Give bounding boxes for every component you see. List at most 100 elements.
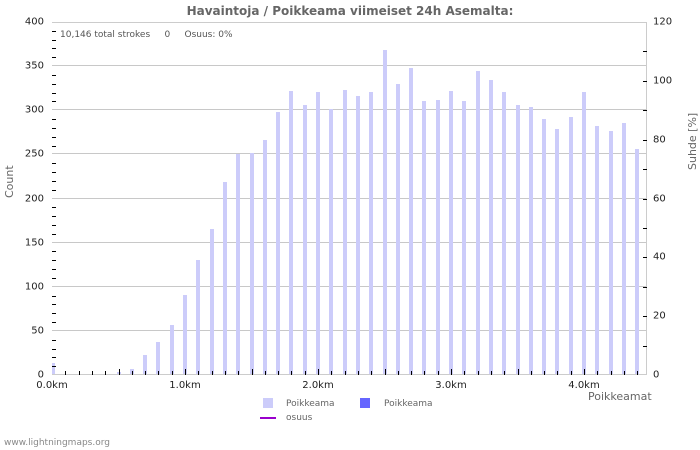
x-tick-mark: [118, 369, 120, 375]
y-minor-tick: [52, 304, 56, 306]
x-tick-mark: [544, 371, 546, 375]
bar: [395, 83, 400, 374]
x-tick-mark: [557, 371, 559, 375]
y-axis-right-label: Suhde [%]: [686, 112, 699, 170]
x-tick-mark: [490, 371, 492, 375]
x-tick-mark: [637, 371, 639, 375]
legend-line-icon: [260, 417, 276, 419]
y-tick-right: 100: [653, 75, 673, 87]
y-right-tick-mark: [643, 80, 647, 82]
y-minor-tick: [52, 39, 56, 41]
x-tick-mark: [65, 371, 67, 375]
y-minor-tick: [52, 269, 56, 271]
y-right-tick-mark: [643, 169, 647, 171]
y-minor-tick: [52, 172, 56, 174]
gridline: [52, 285, 646, 287]
y-minor-tick: [52, 48, 56, 50]
bar: [143, 355, 148, 374]
x-axis-label: Poikkeamat: [588, 390, 652, 403]
bar: [422, 101, 427, 374]
x-tick-mark: [357, 371, 359, 375]
chart-title: Havaintoja / Poikkeama viimeiset 24h Ase…: [186, 4, 514, 18]
x-tick-mark: [437, 371, 439, 375]
legend-label-1: Poikkeama: [286, 399, 335, 409]
y-minor-tick: [52, 313, 56, 315]
y-tick-left: 100: [24, 281, 44, 293]
y-minor-tick: [52, 57, 56, 59]
plot-area: [52, 22, 647, 375]
x-tick-mark: [211, 371, 213, 375]
bar: [409, 67, 414, 374]
y-right-tick-mark: [643, 139, 647, 141]
x-tick-mark: [185, 369, 186, 375]
y-tick-left: 250: [24, 148, 44, 160]
x-tick-mark: [278, 371, 280, 375]
bar: [169, 324, 174, 374]
x-tick: 2.0km: [302, 380, 334, 391]
gridline: [52, 241, 646, 243]
y-tick-right: 120: [653, 16, 673, 28]
bar: [249, 153, 254, 374]
x-tick-mark: [291, 371, 293, 375]
x-tick-mark: [530, 371, 532, 375]
station-count: 0: [164, 30, 171, 40]
y-minor-tick: [52, 224, 56, 226]
bar: [382, 50, 387, 374]
x-tick: 1.0km: [169, 380, 201, 391]
y-minor-tick: [52, 207, 56, 209]
bar: [621, 122, 626, 374]
y-right-tick-mark: [643, 227, 647, 229]
gridline: [52, 109, 646, 111]
x-tick-mark: [198, 371, 200, 375]
x-tick-mark: [145, 371, 147, 375]
gridline: [52, 153, 646, 155]
y-minor-tick: [52, 92, 56, 94]
bar: [329, 109, 334, 374]
y-tick-right: 60: [653, 193, 666, 204]
bar: [555, 128, 560, 374]
bar: [302, 104, 307, 374]
y-minor-tick: [52, 322, 56, 324]
bar: [542, 118, 547, 374]
y-minor-tick: [52, 119, 56, 121]
bar: [462, 101, 467, 374]
bar: [369, 92, 374, 374]
y-minor-tick: [52, 260, 56, 262]
x-tick-mark: [251, 369, 253, 375]
x-tick-mark: [158, 371, 160, 375]
footer-link[interactable]: www.lightningmaps.org: [4, 438, 110, 448]
x-tick-mark: [623, 371, 625, 375]
y-minor-tick: [52, 277, 56, 279]
bar: [515, 104, 520, 374]
y-tick-left: 150: [24, 237, 44, 249]
x-tick-mark: [344, 371, 346, 375]
y-right-tick-mark: [643, 257, 647, 259]
x-tick-mark: [584, 369, 585, 375]
x-tick-mark: [477, 371, 479, 375]
y-minor-tick: [52, 136, 56, 138]
y-minor-tick: [52, 366, 56, 368]
total-strokes: 10,146 total strokes: [60, 30, 151, 40]
y-right-tick-mark: [643, 51, 647, 53]
bar: [582, 92, 586, 374]
y-tick-left: 300: [24, 104, 44, 116]
x-tick-mark: [504, 371, 506, 375]
bar: [156, 342, 161, 374]
y-right-tick-mark: [643, 345, 647, 347]
bar: [222, 181, 227, 374]
x-tick-mark: [318, 369, 319, 375]
bar: [635, 148, 640, 374]
y-minor-tick: [52, 163, 56, 165]
bar: [568, 117, 573, 374]
x-tick-mark: [91, 371, 93, 375]
bar: [262, 140, 267, 374]
y-minor-tick: [52, 339, 56, 341]
bar: [595, 126, 600, 374]
y-minor-tick: [52, 295, 56, 297]
y-minor-tick: [52, 127, 56, 129]
y-minor-tick: [52, 83, 56, 85]
y-tick-left: 200: [24, 193, 44, 204]
bar: [196, 260, 201, 374]
x-tick-mark: [424, 371, 426, 375]
x-tick-mark: [224, 371, 226, 375]
